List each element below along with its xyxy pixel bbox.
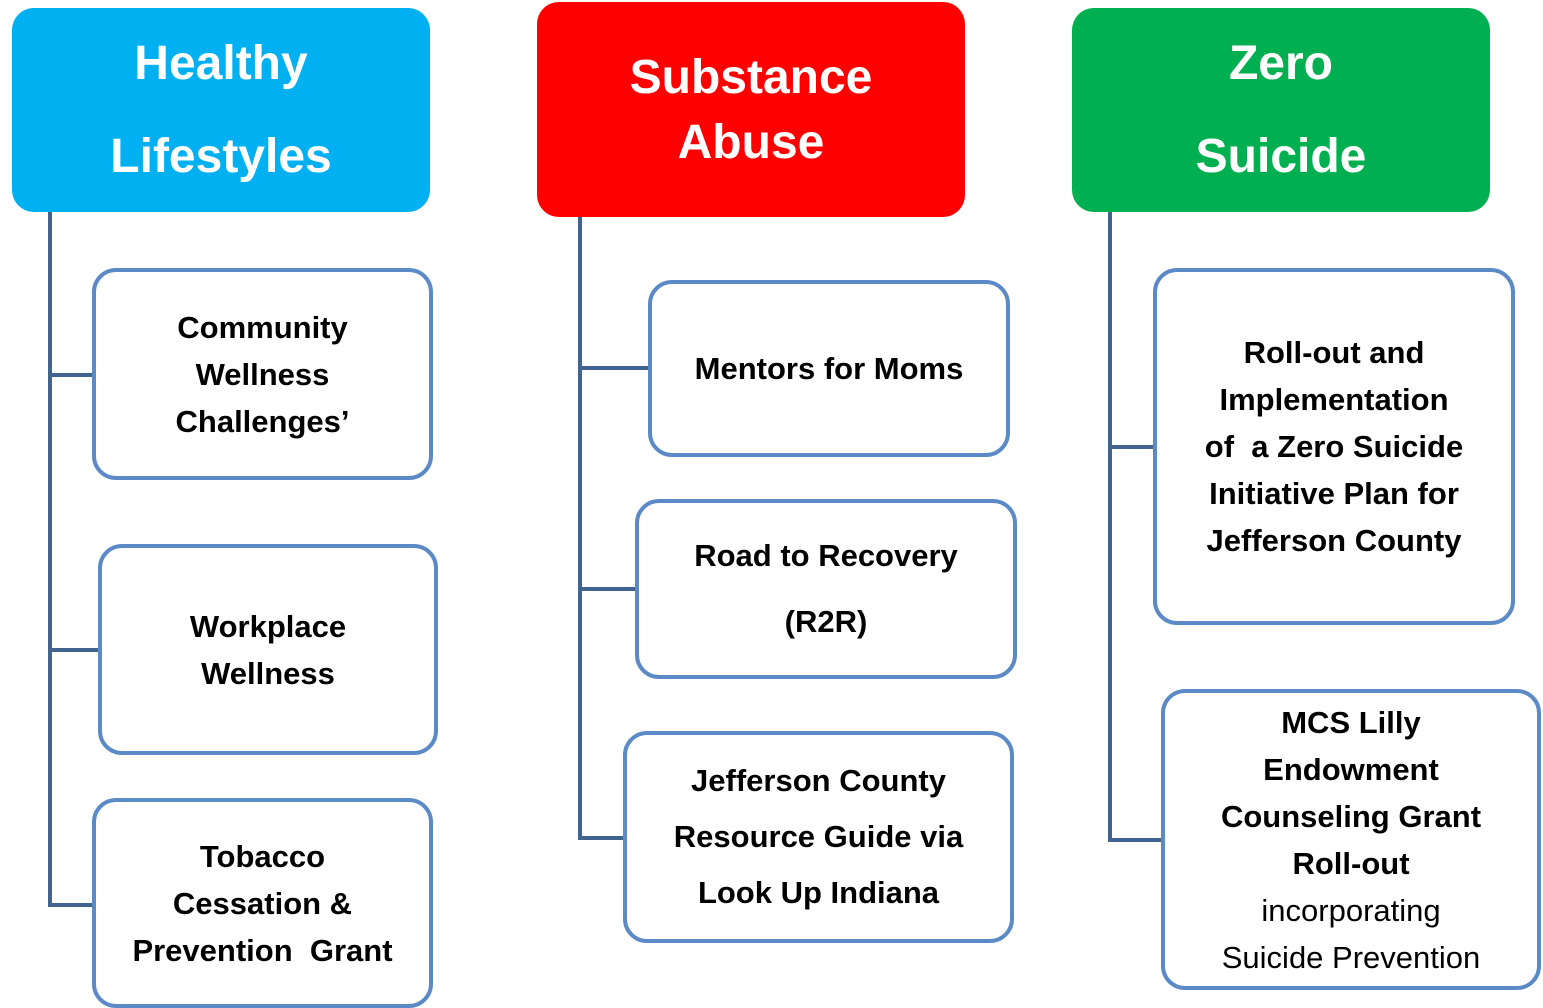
text-line: Wellness [201,655,335,691]
connector-branch [1110,445,1153,449]
item-box: Workplace Wellness [98,544,438,755]
text-line: Jefferson County [691,763,946,798]
text-line: Suicide [1195,130,1367,183]
text-line: Wellness [195,356,330,392]
text-line: (R2R) [784,604,868,639]
text-line: Suicide Prevention [1221,939,1481,975]
item-box: Community Wellness Challenges’ [92,268,433,480]
text-line: Road to Recovery [694,538,958,573]
text-line: Healthy [134,37,308,90]
connector-trunk [1108,212,1112,842]
connector-branch [50,903,92,907]
connector-branch [1110,838,1161,842]
column-header: Zero Suicide [1072,8,1490,212]
text-line: Initiative Plan for [1209,476,1459,511]
text-line: Resource Guide via [673,819,964,854]
item-box: Jefferson County Resource Guide via Look U… [623,731,1014,943]
text-line: Community [177,309,348,345]
text-line: MCS Lilly [1281,704,1421,740]
text-line: Cessation & [172,885,353,921]
text-line: Jefferson County [1206,523,1462,558]
text-line: Challenges’ [175,403,350,439]
item-box: Mentors for Moms [648,280,1010,457]
text-line: Lifestyles [110,130,332,183]
connector-branch [580,587,635,591]
text-line: Prevention Grant [132,932,393,968]
connector-branch [580,366,648,370]
item-box: Roll-out and Implementation of a Zero Suic… [1153,268,1515,625]
text-line: Zero [1228,37,1333,90]
text-line: Abuse [677,115,825,169]
column-header: Substance Abuse [537,2,965,217]
text-line: Tobacco [199,838,326,874]
text-line: Look Up Indiana [697,875,940,910]
text-line: Mentors for Moms [694,351,964,386]
text-line: Implementation [1219,382,1449,417]
item-box: Tobacco Cessation & Prevention Grant [92,798,433,1008]
text-line: Endowment [1263,751,1439,787]
text-line: Roll-out [1292,845,1410,881]
connector-trunk [48,212,52,907]
connector-trunk [578,217,582,840]
connector-branch [580,836,623,840]
text-line: Counseling Grant [1220,798,1482,834]
text-line: incorporating [1261,892,1441,928]
connector-branch [50,373,92,377]
text-line: Workplace [189,608,347,644]
text-line: Roll-out and [1243,335,1425,370]
connector-branch [50,648,98,652]
text-line: Substance [629,50,873,104]
text-line: of a Zero Suicide [1204,429,1464,464]
item-box: MCS Lilly Endowment Counseling Grant Roll-o… [1161,689,1541,990]
column-header: Healthy Lifestyles [12,8,430,212]
item-box: Road to Recovery (R2R) [635,499,1017,679]
